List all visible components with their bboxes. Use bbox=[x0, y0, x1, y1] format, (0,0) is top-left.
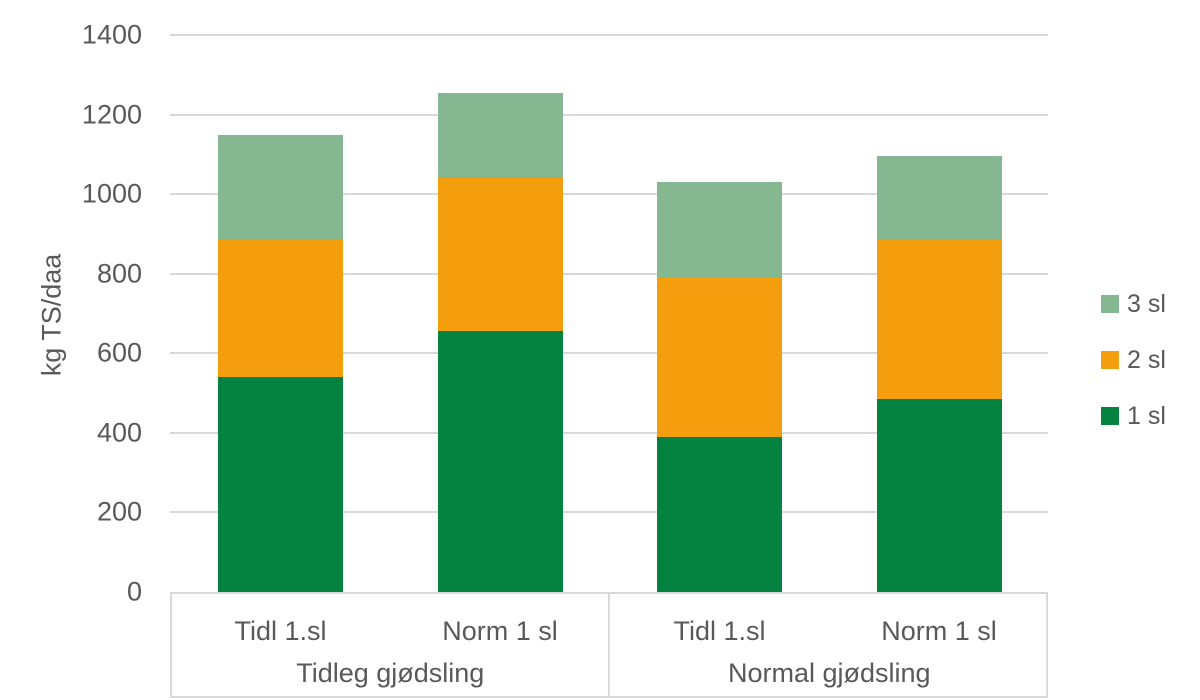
bar-segment-3-sl bbox=[876, 156, 1002, 240]
x-axis-group-label: Normal gjødsling bbox=[727, 658, 931, 688]
legend-label: 3 sl bbox=[1127, 290, 1166, 318]
y-axis-tick-label: 200 bbox=[96, 496, 142, 527]
bar-segment-2-sl bbox=[657, 277, 782, 437]
y-axis-tick-label: 600 bbox=[96, 337, 142, 368]
bar-segment-1-sl bbox=[876, 399, 1002, 592]
legend-swatch-icon bbox=[1101, 295, 1119, 313]
bar-segment-3-sl bbox=[657, 182, 782, 278]
legend-item: 1 sl bbox=[1101, 402, 1166, 430]
x-axis-category-label: Tidl 1.sl bbox=[234, 616, 327, 646]
x-axis-category-label: Tidl 1.sl bbox=[673, 616, 766, 646]
x-axis-group-divider bbox=[608, 592, 610, 698]
y-axis-tick-label: 1000 bbox=[81, 178, 142, 209]
bar-segment-2-sl bbox=[437, 178, 563, 332]
y-axis-tick-label: 1200 bbox=[81, 99, 142, 130]
legend-item: 3 sl bbox=[1101, 290, 1166, 318]
y-axis-tick-label: 1400 bbox=[81, 19, 142, 50]
x-axis-category-label: Norm 1 sl bbox=[442, 616, 558, 646]
legend-swatch-icon bbox=[1101, 351, 1119, 369]
bar-segment-3-sl bbox=[437, 92, 563, 179]
x-axis-category-label: Norm 1 sl bbox=[881, 616, 997, 646]
gridline bbox=[170, 511, 1048, 514]
y-axis-tick-label: 400 bbox=[96, 417, 142, 448]
bar-segment-1-sl bbox=[218, 377, 343, 592]
gridline bbox=[170, 113, 1048, 116]
bar-segment-3-sl bbox=[218, 135, 343, 240]
legend-label: 1 sl bbox=[1127, 402, 1166, 430]
gridline bbox=[170, 34, 1048, 36]
bar-segment-2-sl bbox=[218, 239, 343, 378]
y-axis-tick-label: 800 bbox=[96, 258, 142, 289]
gridline bbox=[170, 193, 1048, 196]
gridline bbox=[170, 272, 1048, 275]
legend-label: 2 sl bbox=[1127, 346, 1166, 374]
bar-segment-1-sl bbox=[657, 436, 782, 592]
legend-swatch-icon bbox=[1101, 407, 1119, 425]
legend-item: 2 sl bbox=[1101, 346, 1166, 374]
bar-segment-1-sl bbox=[437, 331, 563, 592]
gridline bbox=[170, 431, 1048, 434]
bar-segment-2-sl bbox=[876, 239, 1002, 400]
y-axis-tick-label: 0 bbox=[126, 576, 142, 607]
x-axis-group-label: Tidleg gjødsling bbox=[296, 658, 485, 688]
gridline bbox=[170, 352, 1048, 355]
